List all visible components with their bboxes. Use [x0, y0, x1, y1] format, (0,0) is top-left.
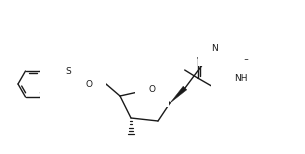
Text: O: O [53, 79, 60, 89]
Text: O: O [243, 59, 250, 67]
Text: NH: NH [234, 73, 248, 83]
Text: O: O [149, 85, 156, 93]
Text: O: O [85, 79, 92, 89]
Text: O: O [224, 73, 231, 83]
Text: S: S [65, 67, 71, 75]
Text: S: S [65, 67, 71, 75]
Polygon shape [170, 86, 187, 103]
Text: O: O [85, 79, 92, 89]
Text: O: O [53, 79, 60, 89]
Text: O: O [224, 73, 231, 83]
Text: N: N [212, 43, 218, 53]
Text: N: N [212, 43, 218, 53]
Text: O: O [149, 85, 156, 93]
Text: NH: NH [234, 73, 248, 83]
Text: O: O [243, 59, 250, 67]
